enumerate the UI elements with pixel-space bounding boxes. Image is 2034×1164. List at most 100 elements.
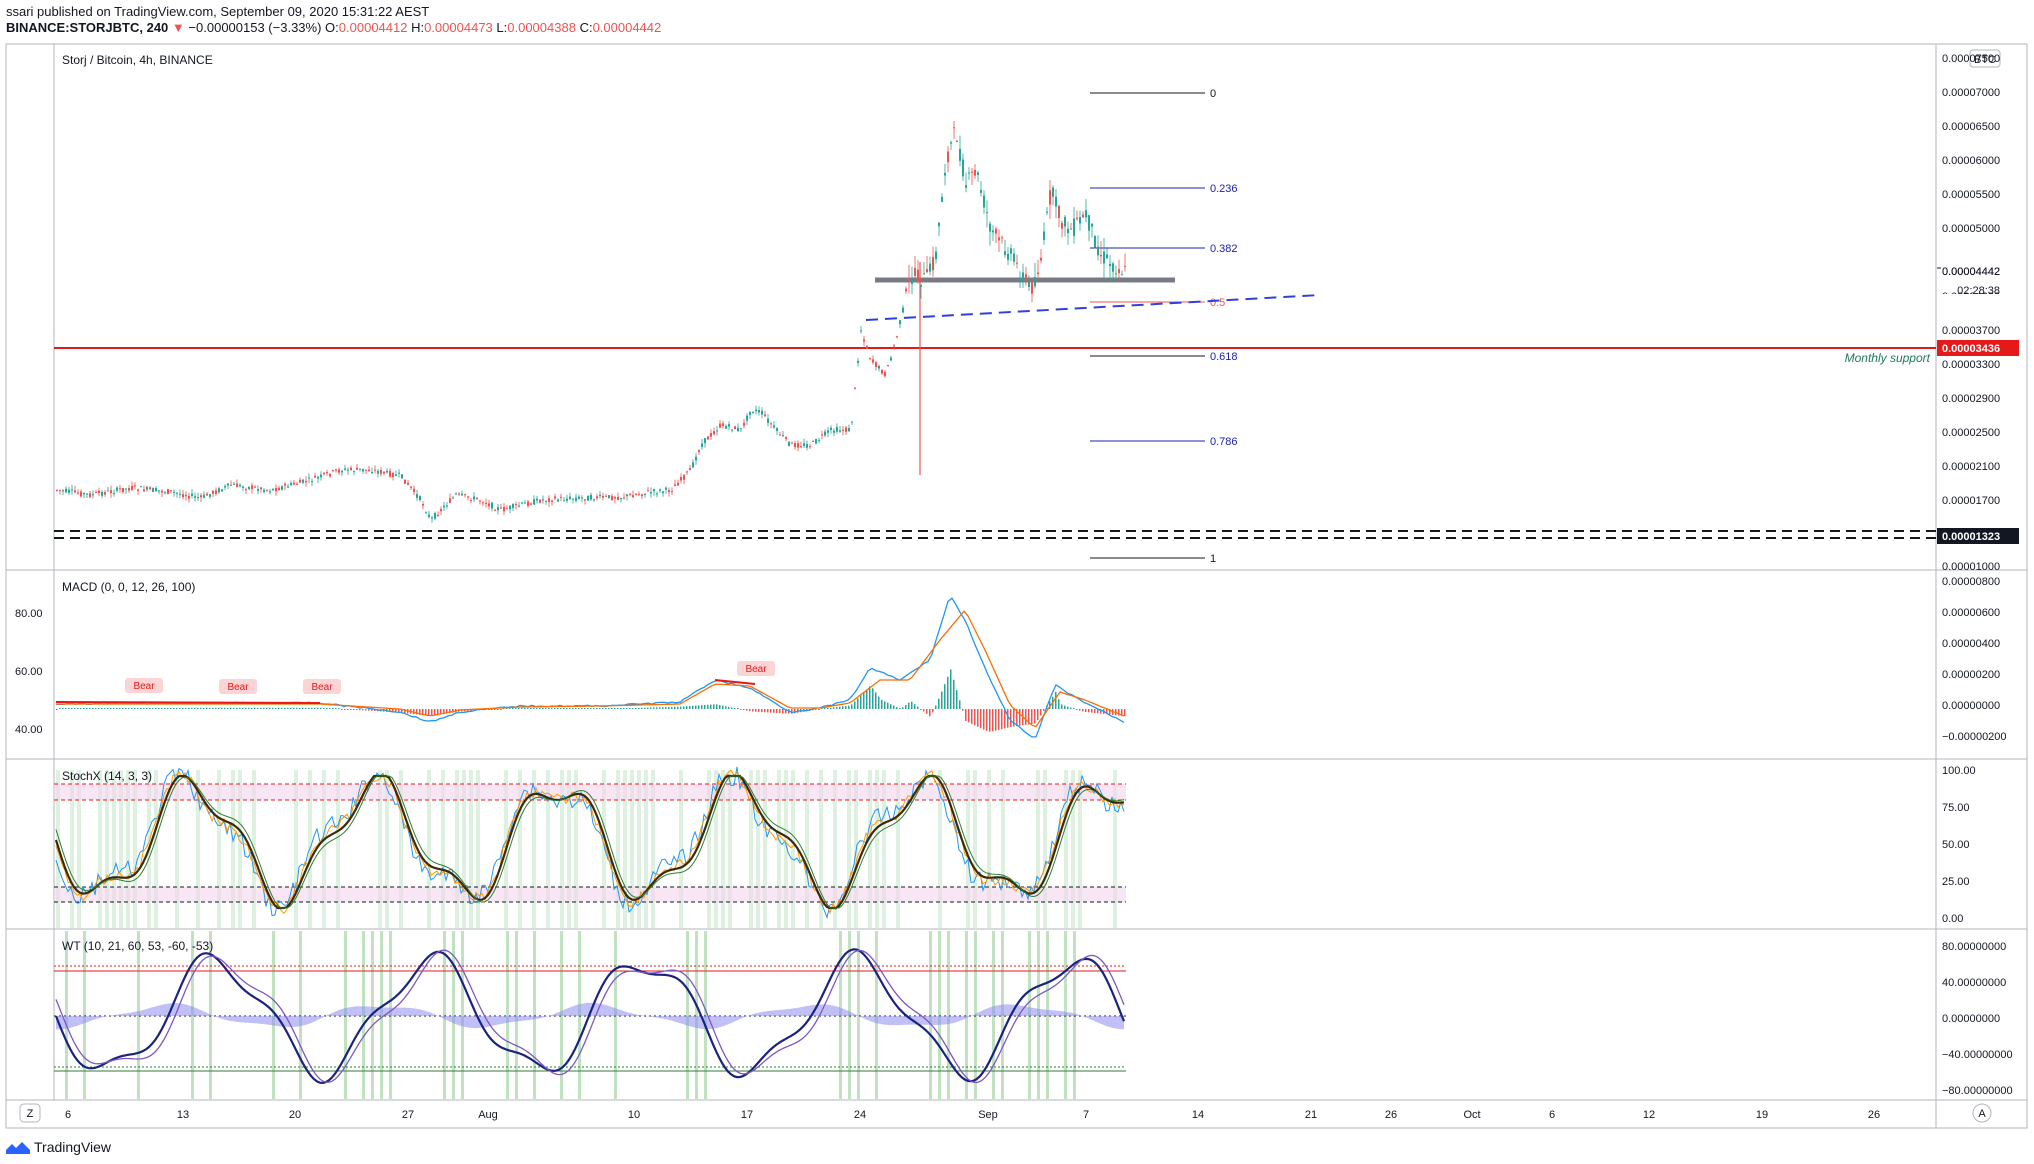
candle: [923, 262, 925, 275]
macd-histogram-bar: [416, 709, 418, 715]
macd-histogram-bar: [74, 708, 76, 709]
stoch-signal-band: [679, 770, 683, 928]
down-arrow-icon: ▼: [171, 20, 185, 35]
macd-histogram-bar: [929, 709, 931, 717]
macd-histogram-bar: [629, 708, 631, 709]
stoch-signal-band: [819, 770, 823, 928]
candle: [1007, 247, 1009, 266]
candle: [89, 491, 91, 499]
candle: [830, 425, 832, 434]
macd-histogram-bar: [986, 709, 988, 731]
monthly-support-price-badge: [1937, 340, 2019, 356]
stoch-signal-band: [868, 770, 872, 928]
macd-histogram-bar: [602, 708, 604, 709]
macd-histogram-bar: [371, 709, 373, 711]
candle: [599, 491, 601, 499]
candle: [617, 492, 619, 501]
macd-histogram-bar: [365, 709, 367, 711]
macd-histogram-bar: [776, 709, 778, 713]
candle: [986, 200, 988, 228]
trend-line[interactable]: [865, 294, 1321, 321]
macd-histogram-bar: [1088, 709, 1090, 713]
candle: [959, 135, 961, 167]
candle: [818, 437, 820, 444]
candle: [998, 229, 1000, 253]
candle: [62, 488, 64, 496]
wt-signal-band: [461, 931, 464, 1099]
candle: [1112, 261, 1114, 283]
macd-histogram-bar: [557, 708, 559, 709]
stoch-signal-band: [462, 770, 466, 928]
candle: [512, 503, 514, 511]
candle: [1121, 270, 1123, 276]
candle: [182, 489, 184, 500]
macd-histogram-bar: [575, 708, 577, 709]
currency-badge[interactable]: [1969, 49, 2001, 68]
macd-histogram-bar: [740, 709, 742, 710]
candle: [776, 427, 778, 435]
a-button[interactable]: A: [1972, 1103, 1992, 1123]
macd-histogram-bar: [491, 709, 493, 710]
x-axis[interactable]: 6 13 20 27 Aug 10 17 24 Sep 7 14 21 26 O…: [65, 1109, 1880, 1121]
candle: [236, 479, 238, 488]
candle: [1025, 266, 1027, 286]
macd-left-tick: 40.00: [15, 724, 43, 736]
x-tick-label: 24: [854, 1109, 866, 1121]
fib-retracement[interactable]: 0 0.236 0.382 0.5 0.618 0.786 1: [1090, 88, 1238, 565]
candle: [443, 501, 445, 511]
macd-histogram-bar: [884, 701, 886, 709]
candle: [602, 492, 604, 501]
candle: [821, 430, 823, 440]
stoch-signal-band: [763, 770, 767, 928]
candlestick-series[interactable]: [56, 121, 1126, 523]
candle: [326, 469, 328, 476]
candle: [851, 421, 853, 425]
macd-histogram-bar: [149, 708, 151, 709]
monthly-support-price: 0.00003436: [1942, 343, 2000, 355]
macd-histogram-bar: [605, 708, 607, 709]
macd-histogram-bar: [338, 708, 340, 709]
macd-histogram-bar: [815, 709, 817, 710]
macd-histogram-bar: [710, 704, 712, 709]
macd-histogram-bar: [398, 709, 400, 713]
macd-histogram-bar: [131, 708, 133, 709]
macd-histogram-bar: [665, 707, 667, 709]
macd-histogram-bar: [725, 706, 727, 709]
macd-pane-title: MACD (0, 0, 12, 26, 100): [62, 580, 195, 594]
z-button[interactable]: Z: [19, 1103, 41, 1123]
candle: [416, 489, 418, 502]
macd-histogram-bar: [848, 705, 850, 709]
candle: [758, 406, 760, 416]
candle: [878, 364, 880, 372]
macd-histogram-bar: [86, 708, 88, 709]
wt-signal-band: [83, 931, 86, 1099]
macd-histogram-bar: [683, 706, 685, 709]
macd-histogram-bar: [950, 669, 952, 709]
macd-histogram-bar: [863, 692, 865, 709]
candle: [410, 486, 412, 491]
macd-pane[interactable]: MACD (0, 0, 12, 26, 100) 80.00 60.00 40.…: [15, 576, 2007, 743]
stoch-signal-band: [1078, 770, 1082, 928]
currency-badge-label: BTC: [1974, 54, 1996, 66]
main-pane[interactable]: Storj / Bitcoin, 4h, BINANCE BTC 0.00007…: [54, 49, 2019, 573]
wt-pane[interactable]: WT (10, 21, 60, 53, -60, -53) 80.0000000…: [54, 931, 2013, 1099]
candle: [1085, 198, 1087, 223]
stoch-signal-band: [238, 770, 242, 928]
macd-histogram-bar: [821, 708, 823, 709]
low-value: 0.00004388: [507, 20, 576, 35]
candle: [1106, 248, 1108, 260]
stoch-right-tick: 75.00: [1942, 802, 1970, 814]
wt1-line: [54, 948, 1126, 1085]
stoch-pane[interactable]: StochX (14, 3, 3) 100.00 75.00 50.00 25.…: [54, 765, 1976, 928]
macd-histogram-bar: [1091, 709, 1093, 713]
macd-histogram-bar: [305, 707, 307, 709]
candle: [725, 424, 727, 429]
footer[interactable]: TradingView: [6, 1136, 111, 1158]
candle: [809, 443, 811, 450]
candle: [605, 493, 607, 498]
bear-label: Bear: [737, 661, 775, 676]
candle: [560, 493, 562, 502]
macd-histogram-bar: [1043, 709, 1045, 711]
candle: [824, 429, 826, 438]
